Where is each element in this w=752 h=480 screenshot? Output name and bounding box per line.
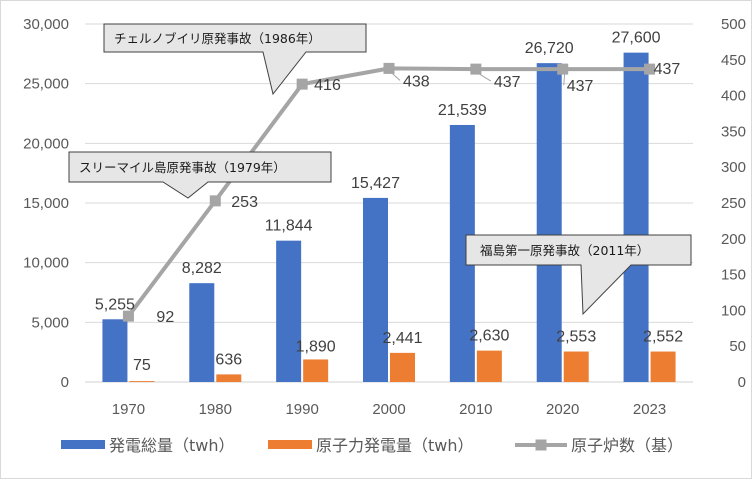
y-right-tick-label: 350 [721,123,746,140]
y-right-tick-label: 200 [721,231,746,248]
x-tick-label: 1980 [199,401,232,418]
bar-total-generation [102,319,128,382]
y-right-tick-label: 100 [721,302,746,319]
bar-total-generation [363,197,388,382]
x-tick-label: 2000 [372,401,405,418]
bar-nuclear-generation [563,351,589,382]
data-labels: 5,255 8,282 11,844 15,427 21,539 26,720 27,600… [95,30,683,374]
data-label-nuclear-generation: 2,441 [382,330,422,347]
y-right-tick-label: 150 [721,267,746,284]
reactor-count-marker [557,63,569,75]
y-left-tick-label: 0 [61,374,69,391]
bar-total-generation [623,52,649,382]
callouts: チェルノブイリ原発事故（1986年） スリーマイル島原発事故（1979年） 福島第一… [68,23,692,316]
reactor-count-marker [122,310,134,322]
bar-nuclear-generation [303,359,329,382]
reactor-count-marker [209,195,221,207]
y-left-tick-label: 15,000 [23,195,69,212]
callout-shape [465,234,692,316]
data-label-reactor-count: 253 [231,194,258,211]
y-left-tick-label: 5,000 [31,314,69,331]
data-label-nuclear-generation: 2,552 [643,329,683,346]
bar-nuclear-generation [216,374,242,382]
legend-swatch-total-generation [61,440,105,449]
reactor-count-marker [644,63,656,75]
data-label-leader [390,72,401,81]
legend-label-nuclear-generation: 原子力発電量（twh） [316,436,474,455]
y-left-tick-label: 20,000 [23,135,69,152]
y-right-tick-label: 400 [721,88,746,105]
y-right-tick-label: 300 [721,159,746,176]
data-label-reactor-count: 416 [314,77,341,94]
legend-label-reactor-count: 原子炉数（基） [571,436,683,455]
data-label-leader [563,73,566,86]
y-right-tick-label: 50 [729,338,746,355]
x-tick-label: 2023 [633,401,666,418]
data-label-nuclear-generation: 2,630 [469,328,509,345]
callout-text: チェルノブイリ原発事故（1986年） [114,31,321,46]
data-label-total-generation: 15,427 [351,175,400,192]
bars [102,52,676,383]
x-tick-label: 2010 [459,401,492,418]
callout-text: 福島第一原発事故（2011年） [480,243,649,258]
legend-swatch-nuclear-generation [268,440,312,449]
data-label-total-generation: 5,255 [95,296,135,313]
reactor-count-marker [383,62,395,74]
legend-label-total-generation: 発電総量（twh） [109,436,235,455]
x-tick-label: 2020 [546,401,579,418]
reactor-count-marker [296,78,308,90]
legend-marker-reactor-count [535,439,547,451]
data-label-total-generation: 8,282 [182,260,222,277]
callout-text: スリーマイル島原発事故（1979年） [79,160,286,175]
data-label-total-generation: 27,600 [612,30,661,47]
callout-shape [103,23,367,96]
data-label-reactor-count: 437 [567,78,594,95]
x-tick-label: 1990 [285,401,318,418]
callout-shape [68,151,332,199]
y-left-tick-label: 30,000 [23,16,69,33]
y-right-tick-label: 0 [738,374,746,391]
legend: 発電総量（twh） 原子力発電量（twh） 原子炉数（基） [61,436,683,455]
y-right-tick-label: 500 [721,16,746,33]
data-label-leader [477,72,492,82]
y-right-tick-label: 250 [721,195,746,212]
reactor-line [122,62,656,322]
bar-nuclear-generation [476,350,502,382]
data-label-nuclear-generation: 2,553 [556,329,596,346]
data-label-reactor-count: 92 [156,309,174,326]
data-label-reactor-count: 438 [403,73,430,90]
data-label-total-generation: 26,720 [525,40,574,57]
gridlines [85,23,693,383]
bar-total-generation [276,240,302,382]
data-label-total-generation: 11,844 [265,218,313,235]
data-label-reactor-count: 437 [654,61,681,78]
data-label-reactor-count: 437 [494,74,521,91]
x-tick-label: 1970 [112,401,145,418]
y-left-tick-label: 10,000 [23,255,69,272]
y-left-tick-label: 25,000 [23,76,69,93]
axes: 0 5,000 10,000 15,000 20,000 25,000 30,000 0 50 1… [23,16,746,418]
bar-nuclear-generation [650,351,676,382]
data-label-nuclear-generation: 75 [133,357,151,374]
y-right-tick-label: 450 [721,52,746,69]
data-label-nuclear-generation: 1,890 [296,338,336,355]
reactor-count-line [126,66,650,318]
bar-total-generation [189,283,215,382]
bar-nuclear-generation [390,352,415,382]
bar-nuclear-generation [129,381,155,382]
reactor-count-marker [470,63,482,75]
data-label-nuclear-generation: 636 [215,351,242,368]
bar-total-generation [536,63,562,383]
data-label-total-generation: 21,539 [438,102,487,119]
